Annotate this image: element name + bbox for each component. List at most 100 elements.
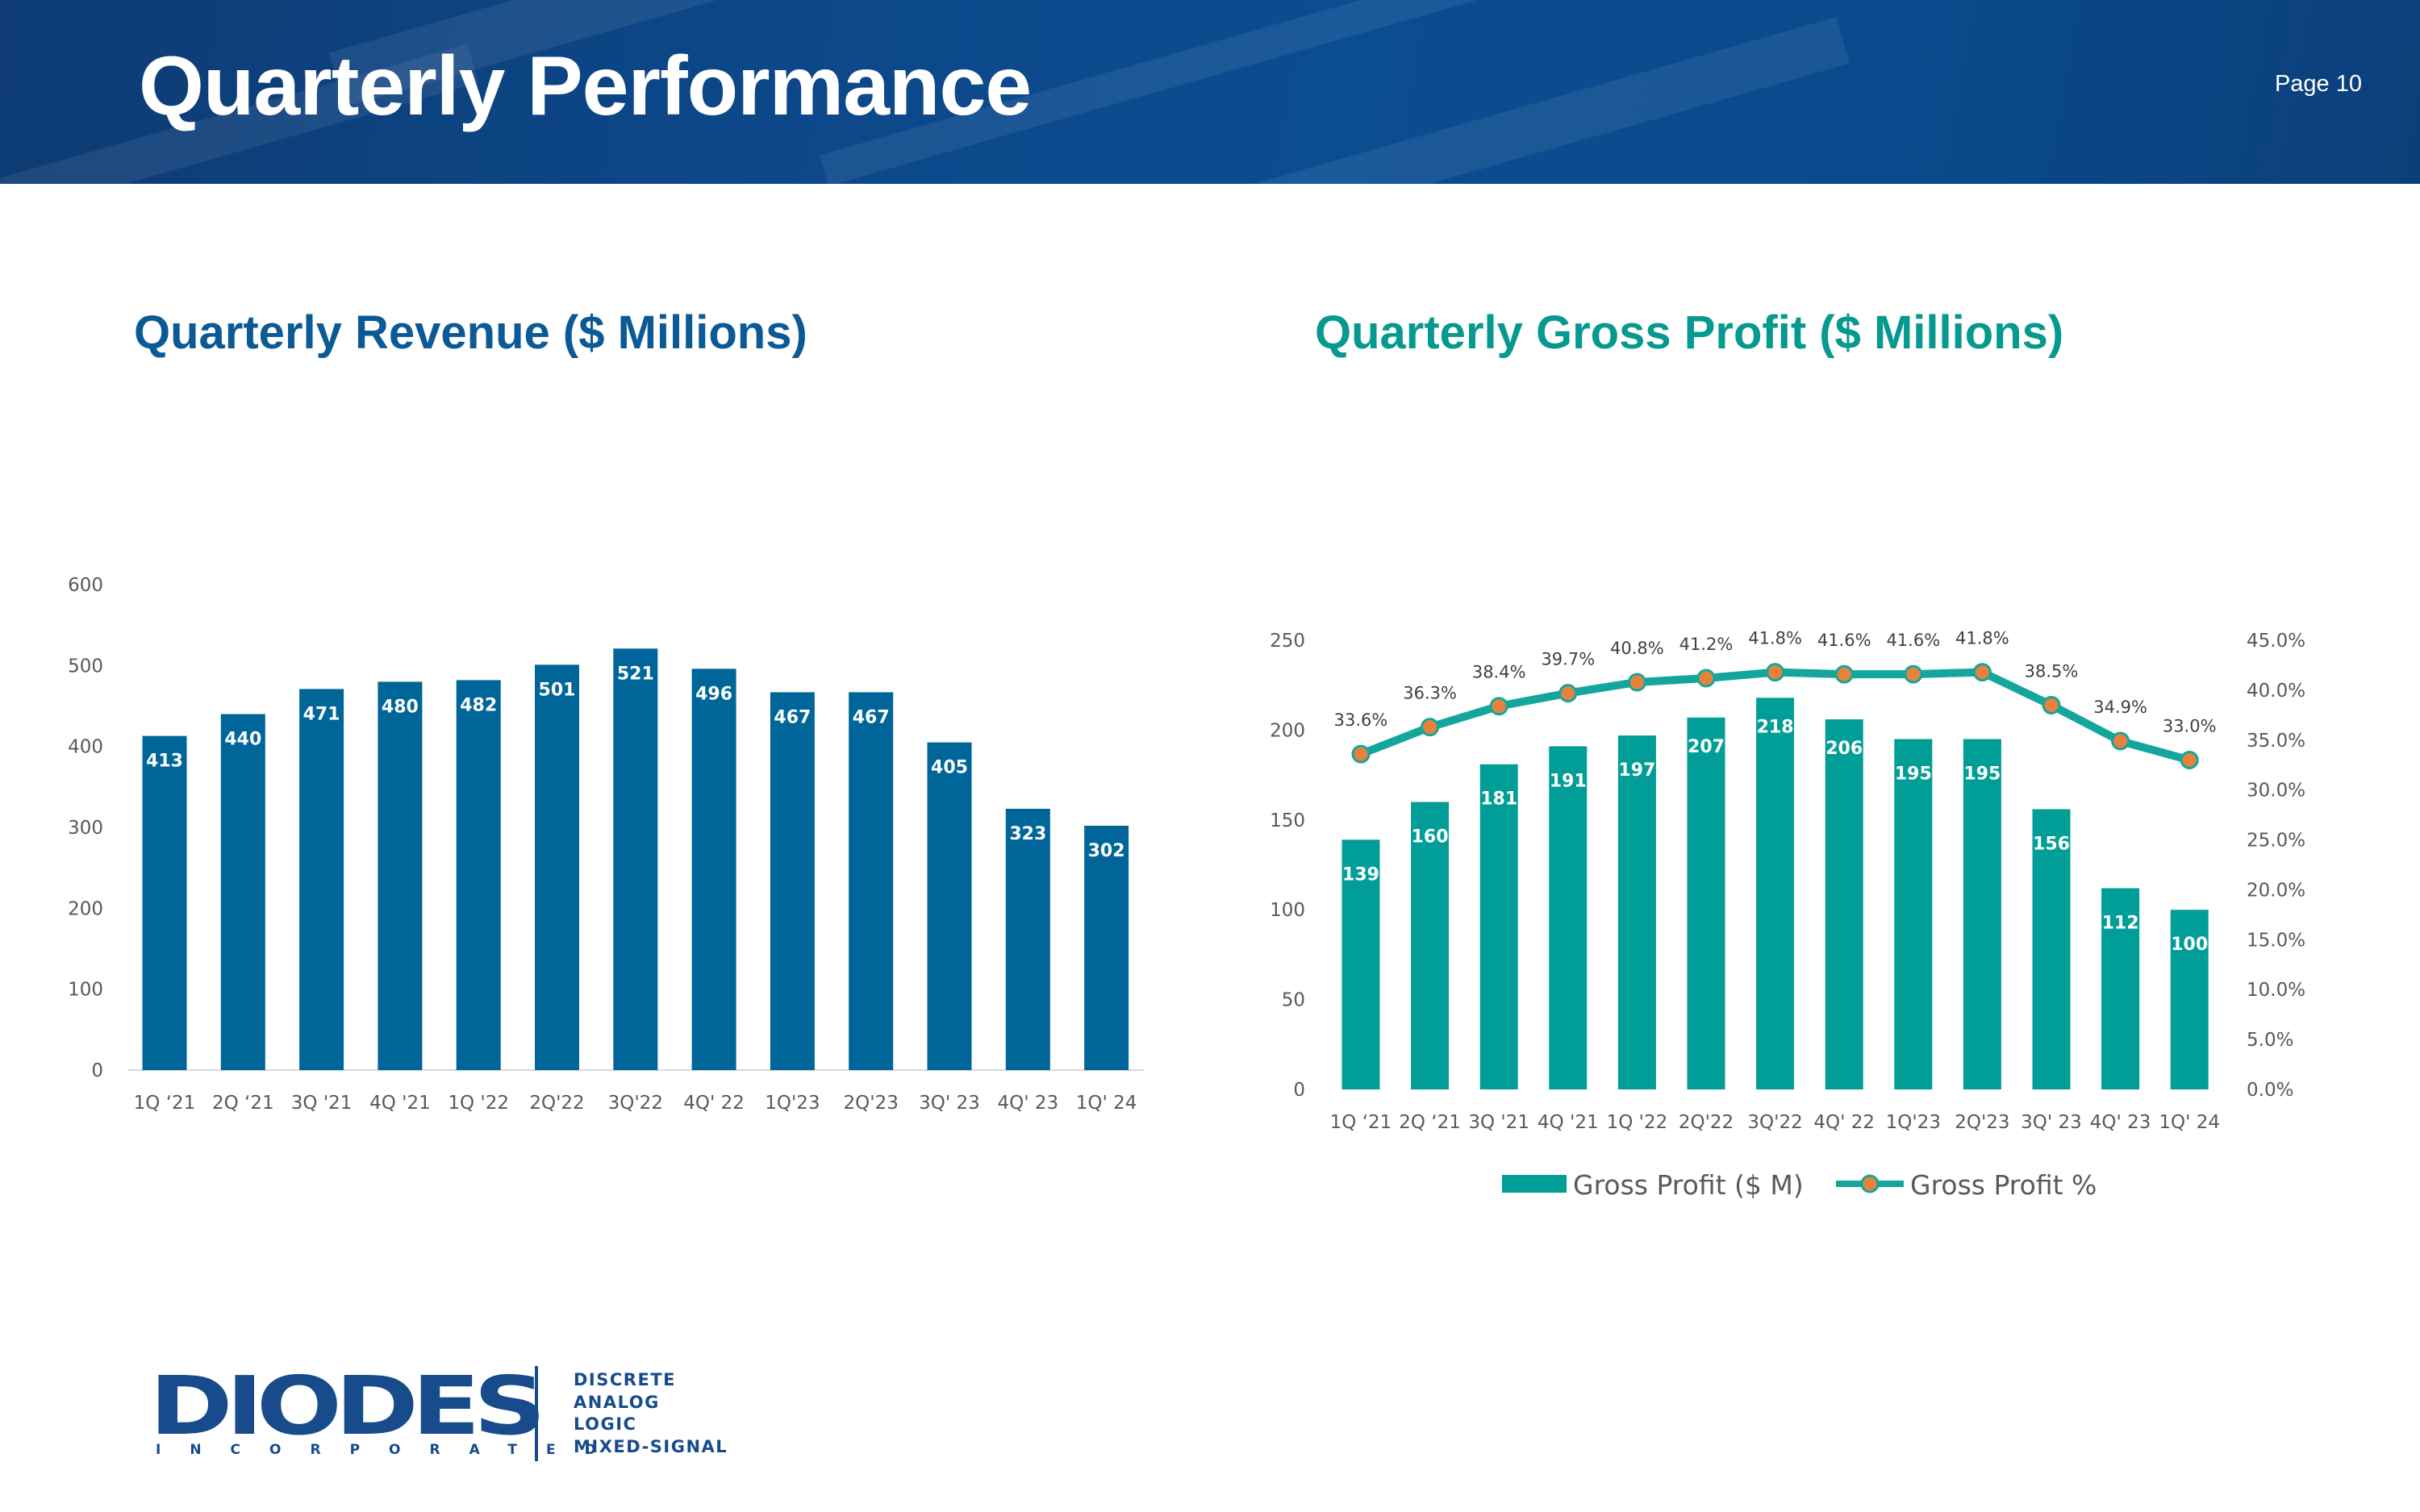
y-tick-label: 300 [68, 818, 103, 839]
gross-profit-pct-marker [1696, 669, 1716, 688]
x-tick-label: 4Q '21 [369, 1093, 431, 1114]
page-title: Quarterly Performance [139, 40, 1032, 133]
gross-profit-pct-label: 41.8% [1955, 629, 2009, 648]
legend-label: Gross Profit ($ M) [1573, 1169, 1804, 1201]
revenue-data-label: 323 [1009, 824, 1046, 844]
gross-profit-bar [2170, 910, 2209, 1089]
header-banner: Quarterly Performance Page 10 [0, 0, 2420, 184]
logo-tag: ANALOG [574, 1392, 660, 1412]
gross-profit-bar [1341, 839, 1380, 1089]
gross-profit-pct-label: 41.6% [1817, 631, 1871, 650]
y2-tick-label: 0.0% [2247, 1080, 2293, 1101]
gross-profit-pct-marker [1627, 673, 1646, 692]
logo-subtitle: INCORPORATED [156, 1442, 625, 1458]
page-number: Page 10 [2274, 71, 2362, 97]
gross-profit-data-label: 112 [2102, 913, 2139, 933]
x-tick-label: 1Q ‘21 [1330, 1112, 1392, 1133]
gross-profit-bar [1963, 739, 2001, 1089]
y2-tick-label: 40.0% [2247, 681, 2305, 702]
y-tick-label: 100 [1270, 900, 1305, 921]
gross-profit-data-label: 160 [1412, 827, 1449, 848]
gross-profit-data-label: 181 [1480, 789, 1517, 810]
x-tick-label: 4Q' 22 [1813, 1112, 1875, 1133]
revenue-data-label: 482 [460, 695, 497, 715]
x-tick-label: 3Q'22 [608, 1093, 663, 1114]
legend-line-marker [1860, 1174, 1880, 1193]
revenue-bar [1084, 825, 1129, 1070]
gross-profit-bar [2032, 809, 2071, 1089]
gross-profit-bar [2101, 888, 2140, 1089]
y-tick-label: 100 [68, 980, 103, 1001]
gross-profit-pct-label: 40.8% [1610, 639, 1664, 658]
revenue-bar [535, 664, 579, 1070]
logo-tag: MIXED-SIGNAL [574, 1436, 728, 1456]
x-tick-label: 2Q ‘21 [212, 1093, 274, 1114]
revenue-bar [299, 689, 344, 1070]
gross-profit-bar [1756, 698, 1795, 1089]
y-tick-label: 50 [1282, 990, 1305, 1011]
x-tick-label: 1Q' 24 [1076, 1093, 1137, 1114]
gross-profit-data-label: 206 [1825, 739, 1863, 759]
revenue-bar [691, 669, 736, 1070]
logo-tagline: DISCRETE ANALOG LOGIC MIXED-SIGNAL [574, 1369, 728, 1458]
gross-profit-data-label: 156 [2033, 834, 2070, 854]
revenue-data-label: 302 [1088, 841, 1125, 861]
y-tick-label: 400 [68, 737, 103, 758]
gross-profit-bar [1617, 735, 1656, 1089]
y-tick-label: 0 [91, 1060, 103, 1081]
gross-profit-pct-label: 38.5% [2025, 661, 2079, 681]
revenue-bar [220, 714, 265, 1070]
x-tick-label: 1Q ‘21 [134, 1093, 196, 1114]
gross-profit-pct-marker [1351, 744, 1371, 764]
gross-profit-pct-marker [1558, 684, 1578, 703]
x-tick-label: 2Q'23 [1955, 1112, 2009, 1133]
y-tick-label: 150 [1270, 810, 1305, 831]
gross-profit-pct-marker [1904, 664, 1923, 684]
gross-profit-data-label: 197 [1618, 760, 1655, 781]
gross-profit-data-label: 100 [2171, 935, 2208, 955]
x-tick-label: 3Q'22 [1747, 1112, 1802, 1133]
y2-tick-label: 20.0% [2247, 880, 2305, 901]
x-tick-label: 4Q' 23 [997, 1093, 1058, 1114]
revenue-bar [613, 648, 658, 1070]
gross-profit-data-label: 191 [1550, 771, 1587, 791]
revenue-data-label: 480 [382, 697, 419, 717]
revenue-chart: 0 100 200 300 400 500 600 413 1Q ‘21 440 2Q ‘21 471… [68, 575, 1144, 1114]
company-logo: DIODES INCORPORATED DISCRETE ANALOG LOGI… [149, 1361, 730, 1466]
revenue-chart-title: Quarterly Revenue ($ Millions) [134, 306, 807, 359]
gross-profit-chart-title: Quarterly Gross Profit ($ Millions) [1315, 306, 2064, 359]
revenue-data-label: 496 [695, 684, 732, 704]
x-tick-label: 1Q' 24 [2159, 1112, 2220, 1133]
revenue-bar [849, 692, 894, 1070]
gross-profit-chart: 0 50 100 150 200 250 0.0% 5.0% 10.0% 15.0% 20.0% 25… [1270, 629, 2305, 1201]
revenue-data-label: 467 [853, 707, 890, 727]
x-tick-label: 3Q '21 [291, 1093, 353, 1114]
y2-tick-label: 30.0% [2247, 781, 2305, 802]
y2-tick-label: 25.0% [2247, 831, 2305, 852]
revenue-data-label: 521 [617, 664, 654, 684]
gross-profit-pct-label: 41.2% [1679, 635, 1734, 654]
x-tick-label: 1Q '22 [1607, 1112, 1668, 1133]
revenue-data-label: 501 [539, 680, 576, 700]
gross-profit-bar [1825, 719, 1863, 1089]
gross-profit-pct-label: 34.9% [2093, 698, 2147, 717]
revenue-data-label: 405 [931, 758, 968, 778]
gross-profit-pct-label: 41.8% [1748, 629, 1802, 648]
gross-profit-pct-label: 36.3% [1403, 684, 1457, 703]
logo-wordmark: DIODES [149, 1359, 546, 1453]
gross-profit-pct-label: 39.7% [1541, 650, 1595, 669]
y2-tick-label: 45.0% [2247, 631, 2305, 652]
y-tick-label: 0 [1293, 1080, 1305, 1101]
x-tick-label: 1Q'23 [1886, 1112, 1941, 1133]
x-tick-label: 4Q' 23 [2090, 1112, 2151, 1133]
y-tick-label: 200 [1270, 720, 1305, 741]
gross-profit-data-label: 207 [1688, 737, 1725, 757]
y2-tick-label: 15.0% [2247, 930, 2305, 951]
x-tick-label: 4Q' 22 [683, 1093, 745, 1114]
revenue-bar [378, 681, 423, 1070]
gross-profit-bar [1894, 739, 1933, 1089]
gross-profit-data-label: 139 [1342, 864, 1379, 885]
y2-tick-label: 35.0% [2247, 731, 2305, 752]
revenue-data-label: 413 [146, 752, 183, 772]
gross-profit-pct-label: 33.6% [1334, 710, 1388, 730]
